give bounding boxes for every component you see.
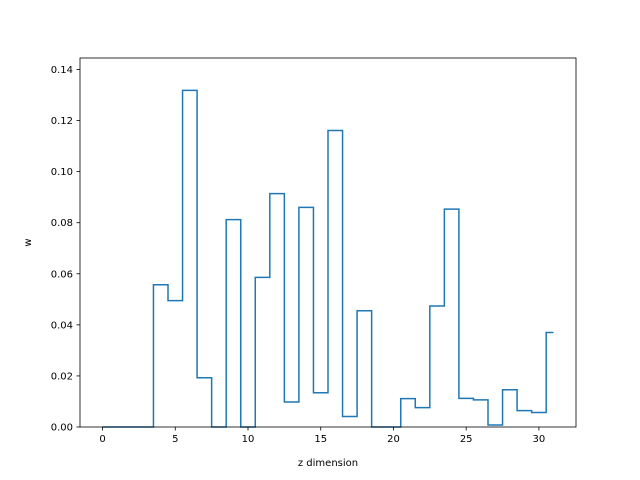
ticks-layer: 0 5 10 15 20 25 30 0.00 0.02 0.04 0.06 0.08 0.10 0.12…: [51, 65, 546, 445]
y-tick-label: 0.02: [51, 371, 73, 382]
y-tick-label: 0.10: [51, 167, 73, 178]
y-tick-label: 0.00: [51, 423, 73, 434]
series-line: [102, 89, 554, 428]
x-tick-label: 30: [533, 434, 546, 445]
x-tick-label: 10: [242, 434, 255, 445]
y-tick-label: 0.06: [51, 269, 73, 280]
y-tick-label: 0.04: [51, 320, 73, 331]
x-axis-label: z dimension: [298, 458, 358, 469]
y-tick-label: 0.12: [51, 116, 73, 127]
plot-frame: [79, 57, 577, 428]
series-layer: [102, 89, 554, 428]
x-tick-label: 25: [460, 434, 473, 445]
x-tick-label: 0: [99, 434, 105, 445]
x-tick-label: 15: [314, 434, 327, 445]
y-tick-label: 0.08: [51, 218, 73, 229]
x-tick-label: 5: [172, 434, 178, 445]
x-tick-label: 20: [387, 434, 400, 445]
y-axis-label: w: [23, 238, 34, 246]
y-tick-label: 0.14: [51, 65, 73, 76]
